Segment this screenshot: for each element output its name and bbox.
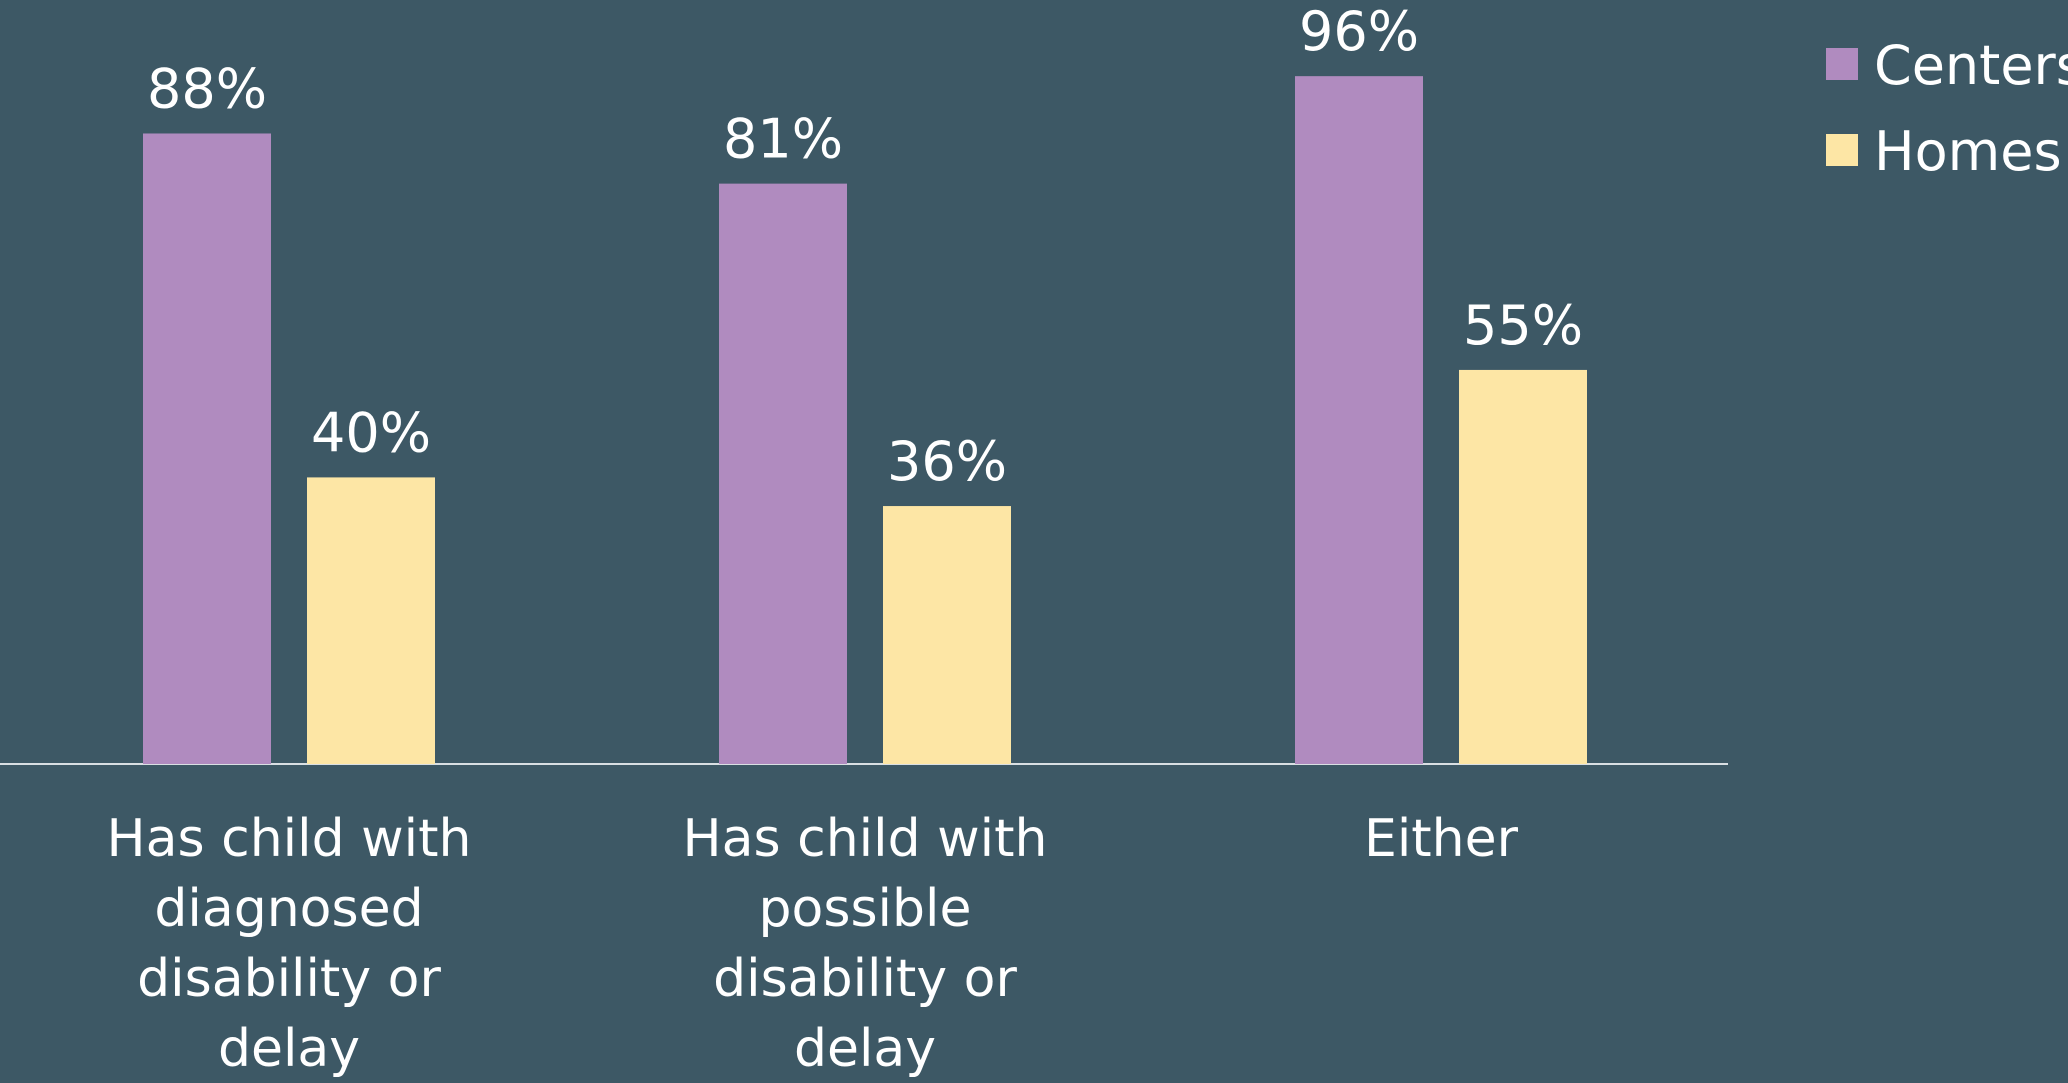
category-label-0-line-2: disability or xyxy=(137,949,441,1009)
legend-swatch-homes xyxy=(1826,134,1858,166)
category-label-0: Has child with diagnosed disability or dela… xyxy=(107,809,472,1078)
category-label-0-line-0: Has child with xyxy=(107,809,472,869)
category-label-1-line-0: Has child with xyxy=(683,809,1048,869)
bar-homes-1 xyxy=(883,506,1011,764)
category-label-1-line-3: delay xyxy=(794,1019,936,1078)
legend-swatch-centers xyxy=(1826,48,1858,80)
bar-centers-2 xyxy=(1295,76,1423,764)
category-label-0-line-1: diagnosed xyxy=(154,879,423,939)
bar-homes-0 xyxy=(307,477,435,764)
value-label-homes-1: 36% xyxy=(887,430,1007,493)
category-label-1: Has child with possible disability or delay xyxy=(683,809,1048,1078)
legend-label-homes: Homes xyxy=(1874,120,2062,183)
category-labels-layer: Has child with diagnosed disability or dela… xyxy=(107,809,1519,1079)
value-label-centers-0: 88% xyxy=(147,57,267,120)
value-label-homes-0: 40% xyxy=(311,401,431,464)
category-label-2: Either xyxy=(1364,809,1519,869)
value-labels-layer: 88% 81% 96% 40% 36% 55% xyxy=(147,0,1583,493)
bar-homes-2 xyxy=(1459,369,1587,764)
value-label-centers-2: 96% xyxy=(1299,0,1419,63)
value-label-centers-1: 81% xyxy=(723,108,843,171)
legend: Centers Homes xyxy=(1826,34,2068,183)
category-label-2-line-0: Either xyxy=(1364,809,1519,869)
bars-layer xyxy=(143,76,1587,765)
legend-label-centers: Centers xyxy=(1874,34,2068,97)
category-label-1-line-1: possible xyxy=(759,879,972,939)
bar-centers-0 xyxy=(143,133,271,765)
category-label-1-line-2: disability or xyxy=(713,949,1017,1009)
category-label-0-line-3: delay xyxy=(218,1019,360,1078)
value-label-homes-2: 55% xyxy=(1463,294,1583,357)
bar-centers-1 xyxy=(719,183,847,764)
